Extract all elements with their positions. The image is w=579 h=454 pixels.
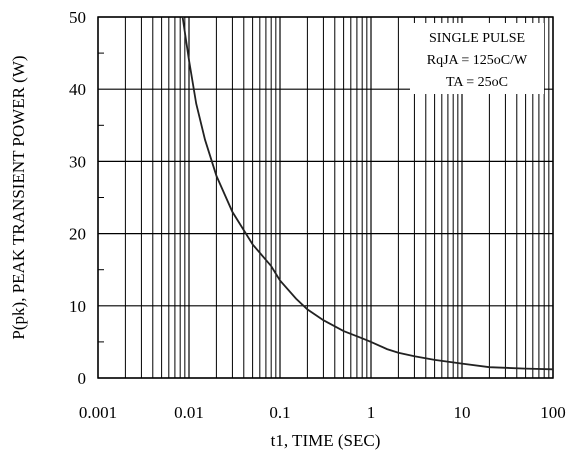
x-tick-label: 100 [540,403,566,422]
power-curve [181,16,554,371]
annotation-line-3: TA = 25oC [446,75,508,90]
grid-minor [124,17,550,378]
x-tick-label: 1 [367,403,376,422]
annotation-line-2: RqJA = 125oC/W [427,53,528,68]
y-tick-label: 0 [78,369,87,388]
y-axis-label: P(pk), PEAK TRANSIENT POWER (W) [9,55,28,339]
y-tick-label: 20 [69,225,86,244]
annotation-line-1: SINGLE PULSE [429,31,525,46]
y-tick-label: 30 [69,152,86,171]
x-axis-label: t1, TIME (SEC) [271,431,381,450]
x-tick-labels: 0.001 0.01 0.1 1 10 100 [79,403,566,422]
y-tick-label: 50 [69,8,86,27]
y-tick-labels: 0 10 20 30 40 50 [69,8,86,388]
x-tick-label: 0.01 [174,403,204,422]
y-tick-label: 10 [69,297,86,316]
y-tick-label: 40 [69,80,86,99]
x-tick-label: 0.001 [79,403,117,422]
plot-frame [97,16,554,379]
x-tick-label: 0.1 [269,403,290,422]
x-tick-label: 10 [454,403,471,422]
annotation-box: SINGLE PULSE RqJA = 125oC/W TA = 25oC [410,23,544,94]
annotation-background [410,23,544,94]
